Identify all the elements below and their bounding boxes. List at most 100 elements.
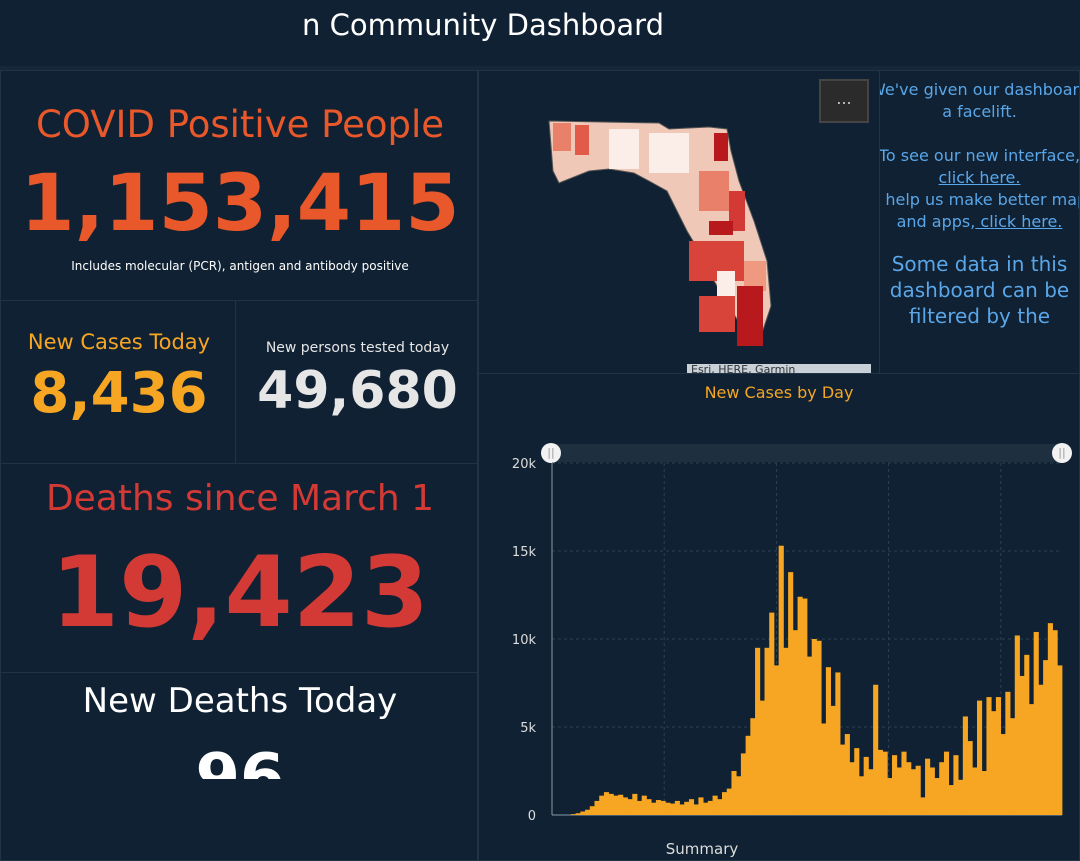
bar xyxy=(589,806,595,815)
bar xyxy=(778,545,784,815)
y-tick-label: 10k xyxy=(512,633,537,648)
bar xyxy=(887,778,893,815)
info-facelift: We've given our dashboard a facelift. xyxy=(879,80,1080,121)
county xyxy=(689,241,744,281)
bar xyxy=(627,799,633,815)
bar xyxy=(948,785,954,815)
county xyxy=(744,261,766,291)
bar xyxy=(849,762,855,815)
bar xyxy=(632,793,638,815)
bar xyxy=(637,800,643,815)
positive-value: 1,153,415 xyxy=(20,159,460,249)
county xyxy=(699,296,735,332)
y-tick-label: 5k xyxy=(520,721,536,736)
positive-note: Includes molecular (PCR), antigen and an… xyxy=(71,259,409,273)
new-deaths-panel: New Deaths Today 96 xyxy=(0,672,478,861)
info-text: To help us make better maps and apps, xyxy=(880,190,1079,231)
bar xyxy=(603,792,610,815)
bar xyxy=(877,749,883,815)
bar xyxy=(755,647,761,815)
new-cases-label: New Cases Today xyxy=(27,330,211,354)
bar xyxy=(651,802,657,815)
feedback-link[interactable]: click here. xyxy=(975,212,1063,231)
bar xyxy=(995,697,1002,815)
bar xyxy=(792,630,798,815)
bar xyxy=(816,640,822,815)
bar xyxy=(958,779,964,815)
county xyxy=(737,286,763,346)
bar xyxy=(1052,630,1058,815)
bar xyxy=(863,756,869,815)
map-panel[interactable]: ... Esri, HERE, Garmin xyxy=(478,70,880,376)
bar xyxy=(811,639,817,815)
bar xyxy=(934,778,940,815)
bar xyxy=(745,735,751,815)
new-interface-link[interactable]: click here. xyxy=(938,168,1021,187)
county xyxy=(709,221,733,235)
bar xyxy=(939,762,945,815)
info-text: To see our new interface, xyxy=(879,146,1080,165)
bar xyxy=(575,813,581,815)
range-handle-end[interactable]: || xyxy=(1052,443,1072,463)
new-cases-panel: New Cases Today 8,436 xyxy=(0,300,236,464)
bar xyxy=(868,769,874,815)
bar xyxy=(1033,631,1039,815)
bar xyxy=(570,814,577,815)
bar xyxy=(707,800,713,815)
bar xyxy=(594,800,600,815)
bar xyxy=(825,667,832,815)
tested-panel: New persons tested today 49,680 xyxy=(235,300,478,464)
county xyxy=(714,133,728,161)
florida-map[interactable] xyxy=(539,111,779,351)
bar xyxy=(670,803,676,815)
bar xyxy=(896,767,902,815)
bar xyxy=(783,647,789,815)
bar xyxy=(679,804,685,815)
tested-label: New persons tested today xyxy=(265,340,450,356)
range-slider-track[interactable] xyxy=(552,444,1062,462)
bar xyxy=(802,598,808,815)
bar xyxy=(769,612,775,815)
deaths-value: 19,423 xyxy=(50,536,430,650)
bar xyxy=(1057,665,1063,815)
bar xyxy=(986,697,992,815)
y-tick-label: 15k xyxy=(512,545,537,560)
bar xyxy=(613,795,619,815)
bar xyxy=(764,647,770,815)
bar xyxy=(835,672,841,815)
bar xyxy=(967,741,973,815)
bar xyxy=(726,788,732,815)
bar xyxy=(646,799,652,815)
bar xyxy=(1019,675,1025,815)
bar xyxy=(722,792,728,815)
range-handle-start[interactable]: || xyxy=(541,443,561,463)
bar xyxy=(622,797,628,815)
bar xyxy=(910,769,917,815)
bar xyxy=(892,755,898,815)
y-tick-label: 0 xyxy=(528,809,536,824)
bar xyxy=(717,799,723,815)
bar xyxy=(807,656,813,815)
info-feedback: To help us make better maps and apps, cl… xyxy=(880,189,1079,233)
county xyxy=(553,123,571,151)
deaths-panel: Deaths since March 1 19,423 xyxy=(0,463,478,673)
bar xyxy=(840,744,846,815)
bar xyxy=(972,767,978,815)
county xyxy=(649,133,689,173)
bar xyxy=(740,753,747,815)
bar xyxy=(830,705,836,815)
bar xyxy=(1010,718,1016,815)
bar xyxy=(585,809,591,815)
map-menu-button[interactable]: ... xyxy=(819,79,869,123)
bar xyxy=(858,776,865,815)
chart-title: New Cases by Day xyxy=(704,383,854,402)
info-new-interface: To see our new interface, click here. xyxy=(879,145,1080,189)
bar xyxy=(736,776,742,815)
deaths-label: Deaths since March 1 xyxy=(45,478,435,519)
bar xyxy=(1043,660,1049,815)
page-title: n Community Dashboard xyxy=(302,8,664,42)
bar xyxy=(608,793,614,815)
county xyxy=(699,171,729,211)
bar xyxy=(759,700,765,815)
bar xyxy=(925,758,931,815)
